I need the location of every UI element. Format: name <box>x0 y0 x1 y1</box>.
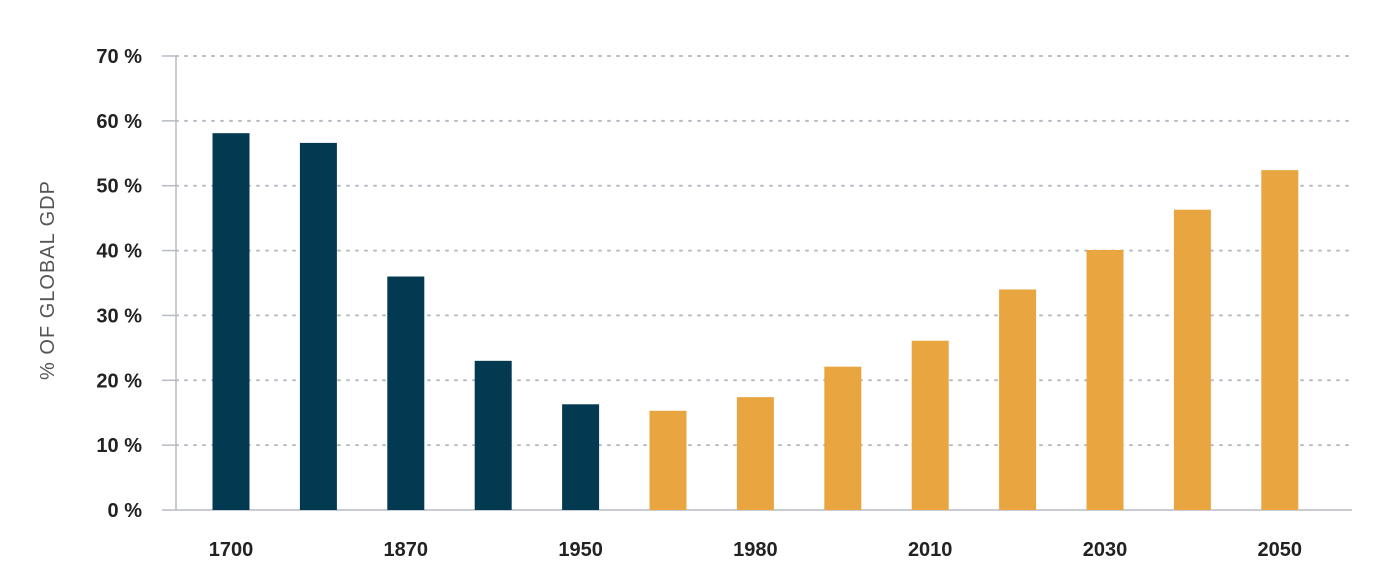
x-tick-label: 2030 <box>1083 539 1128 561</box>
bar <box>562 404 600 510</box>
bar <box>736 397 774 510</box>
bar <box>1173 209 1211 510</box>
bar <box>999 289 1037 510</box>
bar <box>474 360 512 510</box>
gridlines <box>175 55 1353 447</box>
bar <box>824 366 862 510</box>
bar <box>1086 249 1124 510</box>
y-axis-title: % OF GLOBAL GDP <box>37 180 59 380</box>
y-tick-label: 70 % <box>96 46 142 68</box>
bar <box>1261 170 1299 511</box>
bar <box>911 340 949 510</box>
y-tick-label: 40 % <box>96 241 142 263</box>
x-tick-label: 1700 <box>209 539 254 561</box>
y-tick-label: 20 % <box>96 370 142 392</box>
x-tick-label: 1980 <box>733 539 778 561</box>
y-tick-label: 50 % <box>96 176 142 198</box>
y-tick-label: 10 % <box>96 435 142 457</box>
bar <box>299 142 337 510</box>
y-tick-label: 60 % <box>96 111 142 133</box>
bar <box>649 410 687 510</box>
x-tick-label: 1870 <box>384 539 429 561</box>
y-tick-label: 0 % <box>108 500 143 522</box>
x-tick-label: 2010 <box>908 539 953 561</box>
x-tick-label: 1950 <box>558 539 603 561</box>
labels: 0 % 10 % 20 % 30 % 40 % 50 % 60 % 70 % 1700 1870 1… <box>96 46 1302 561</box>
bar <box>212 133 250 510</box>
bars <box>212 133 1299 511</box>
bar <box>387 276 425 510</box>
y-tick-label: 30 % <box>96 305 142 327</box>
x-tick-label: 2050 <box>1258 539 1303 561</box>
